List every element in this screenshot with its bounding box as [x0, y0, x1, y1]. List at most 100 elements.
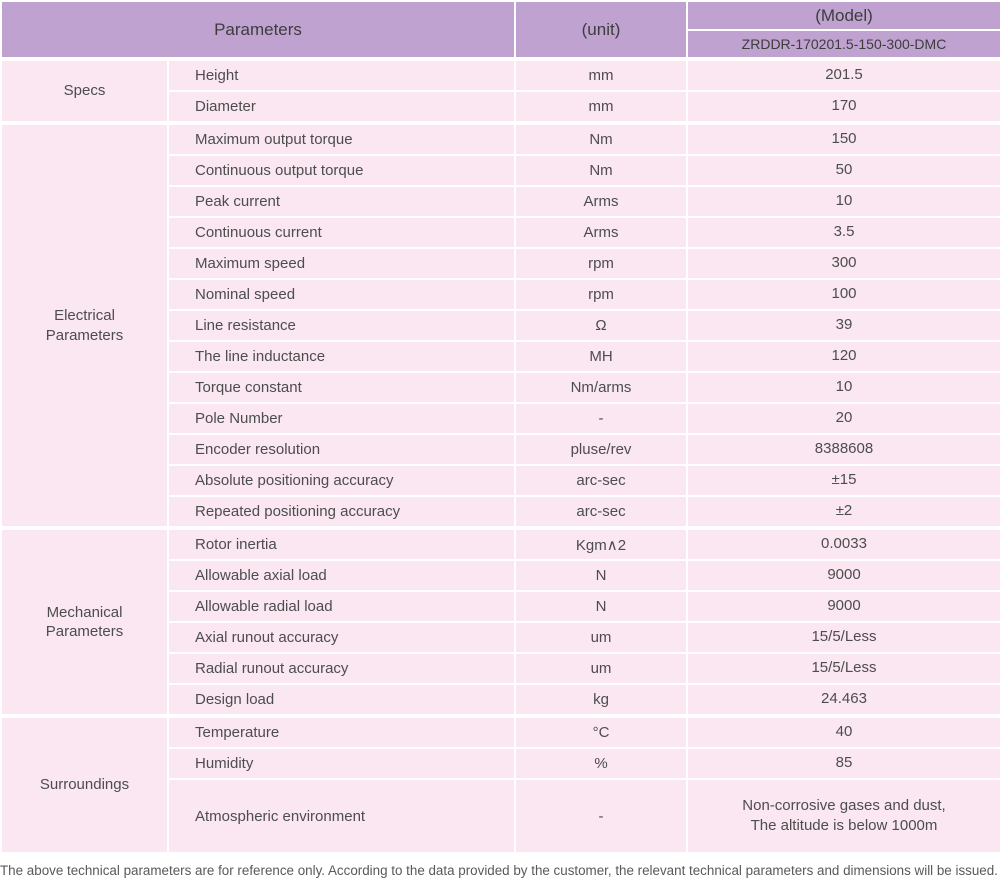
- value-cell: 3.5: [686, 216, 1000, 249]
- value-cell: 10: [686, 185, 1000, 218]
- table-row: Continuous current Arms 3.5: [1, 216, 1000, 249]
- section-category-label: Mechanical Parameters: [45, 603, 124, 641]
- footer-note: The above technical parameters are for r…: [0, 863, 998, 878]
- value-cell: 15/5/Less: [686, 621, 1000, 654]
- parameter-name-cell: Continuous current: [167, 216, 516, 249]
- value-cell: 300: [686, 247, 1000, 280]
- parameter-name-cell: Allowable radial load: [167, 590, 516, 623]
- parameter-name-cell: Absolute positioning accuracy: [167, 464, 516, 497]
- unit-cell: -: [514, 778, 688, 854]
- parameter-name-cell: Rotor inertia: [167, 526, 516, 561]
- table-row: Surroundings Temperature °C 40: [0, 714, 1000, 854]
- table-row: Line resistance Ω 39: [1, 309, 1000, 342]
- value-cell: 8388608: [686, 433, 1000, 466]
- value-cell: 50: [686, 154, 1000, 187]
- value-cell: Non-corrosive gases and dust, The altitu…: [686, 778, 1000, 854]
- unit-cell: Nm/arms: [514, 371, 688, 404]
- table-row: Electrical Parameters Maximum output torq…: [0, 121, 1000, 529]
- table-row: Repeated positioning accuracy arc-sec ±2: [1, 495, 1000, 529]
- parameter-name-cell: Maximum speed: [167, 247, 516, 280]
- value-cell: 24.463: [686, 683, 1000, 717]
- unit-cell: N: [514, 559, 688, 592]
- unit-cell: um: [514, 652, 688, 685]
- parameter-name-cell: Repeated positioning accuracy: [167, 495, 516, 529]
- value-cell: 9000: [686, 590, 1000, 623]
- section-category-label: Electrical Parameters: [45, 307, 124, 344]
- value-cell: ±15: [686, 464, 1000, 497]
- value-cell: 20: [686, 402, 1000, 435]
- unit-cell: MH: [514, 340, 688, 373]
- value-cell: 40: [686, 714, 1000, 749]
- table-row: Encoder resolution pluse/rev 8388608: [1, 433, 1000, 466]
- model-column-header: (Model): [686, 0, 1000, 31]
- value-cell: ±2: [686, 495, 1000, 529]
- value-cell: 0.0033: [686, 526, 1000, 561]
- unit-cell: Arms: [514, 185, 688, 218]
- spec-table-body: Specs Height mm 201.5 Diameter mm 170 Electrica…: [0, 57, 1000, 854]
- section-category-label: Surroundings: [39, 776, 130, 794]
- table-row: Nominal speed rpm 100: [1, 278, 1000, 311]
- unit-cell: pluse/rev: [514, 433, 688, 466]
- value-cell: 15/5/Less: [686, 652, 1000, 685]
- value-cell: 201.5: [686, 57, 1000, 92]
- table-row: Diameter mm 170: [1, 90, 1000, 124]
- unit-cell: kg: [514, 683, 688, 717]
- parameters-column-header: Parameters: [0, 0, 516, 60]
- parameter-name-cell: Peak current: [167, 185, 516, 218]
- unit-cell: -: [514, 402, 688, 435]
- unit-cell: N: [514, 590, 688, 623]
- table-row: Torque constant Nm/arms 10: [1, 371, 1000, 404]
- section-category-label: Specs: [63, 82, 106, 100]
- parameter-name-cell: Atmospheric environment: [167, 778, 516, 854]
- parameter-name-cell: Torque constant: [167, 371, 516, 404]
- table-row: Allowable axial load N 9000: [1, 559, 1000, 592]
- value-cell: 170: [686, 90, 1000, 124]
- unit-cell: %: [514, 747, 688, 780]
- spec-table: Parameters (unit) (Model) ZRDDR-170201.5…: [0, 0, 1000, 854]
- table-row: Pole Number -20: [1, 402, 1000, 435]
- table-row: Mechanical Parameters Rotor inertia Kgm∧2 0…: [0, 526, 1000, 717]
- spec-table-header: Parameters (unit) (Model) ZRDDR-170201.5…: [0, 0, 1000, 60]
- unit-cell: Nm: [514, 154, 688, 187]
- section-category-cell: Surroundings: [0, 714, 169, 854]
- unit-cell: Nm: [514, 121, 688, 156]
- table-row: Radial runout accuracy um 15/5/Less: [1, 652, 1000, 685]
- parameter-name-cell: Pole Number: [167, 402, 516, 435]
- table-row: Maximum speed rpm 300: [1, 247, 1000, 280]
- parameter-name-cell: Height: [167, 57, 516, 92]
- parameter-name-cell: Diameter: [167, 90, 516, 124]
- value-cell: 100: [686, 278, 1000, 311]
- parameter-name-cell: Line resistance: [167, 309, 516, 342]
- value-cell: 10: [686, 371, 1000, 404]
- unit-cell: arc-sec: [514, 495, 688, 529]
- model-number: ZRDDR-170201.5-150-300-DMC: [686, 29, 1000, 60]
- parameter-name-cell: Temperature: [167, 714, 516, 749]
- section-category-cell: Mechanical Parameters: [0, 526, 169, 717]
- value-cell: 150: [686, 121, 1000, 156]
- unit-cell: Kgm∧2: [514, 526, 688, 561]
- section-category-cell: Specs: [0, 57, 169, 124]
- unit-cell: Arms: [514, 216, 688, 249]
- parameter-name-cell: Humidity: [167, 747, 516, 780]
- parameter-name-cell: Allowable axial load: [167, 559, 516, 592]
- table-row: Humidity% 85: [1, 747, 1000, 780]
- value-cell: 120: [686, 340, 1000, 373]
- table-row: Specs Height mm 201.5: [0, 57, 1000, 124]
- unit-cell: Ω: [514, 309, 688, 342]
- section-category-cell: Electrical Parameters: [0, 121, 169, 529]
- parameter-name-cell: Design load: [167, 683, 516, 717]
- unit-cell: rpm: [514, 278, 688, 311]
- unit-cell: arc-sec: [514, 464, 688, 497]
- table-row: Continuous output torque Nm 50: [1, 154, 1000, 187]
- parameter-name-cell: Continuous output torque: [167, 154, 516, 187]
- parameter-name-cell: The line inductance: [167, 340, 516, 373]
- unit-cell: mm: [514, 90, 688, 124]
- parameter-name-cell: Nominal speed: [167, 278, 516, 311]
- unit-cell: °C: [514, 714, 688, 749]
- value-cell: 85: [686, 747, 1000, 780]
- unit-cell: um: [514, 621, 688, 654]
- parameter-name-cell: Radial runout accuracy: [167, 652, 516, 685]
- parameter-name-cell: Encoder resolution: [167, 433, 516, 466]
- value-cell: 39: [686, 309, 1000, 342]
- unit-cell: rpm: [514, 247, 688, 280]
